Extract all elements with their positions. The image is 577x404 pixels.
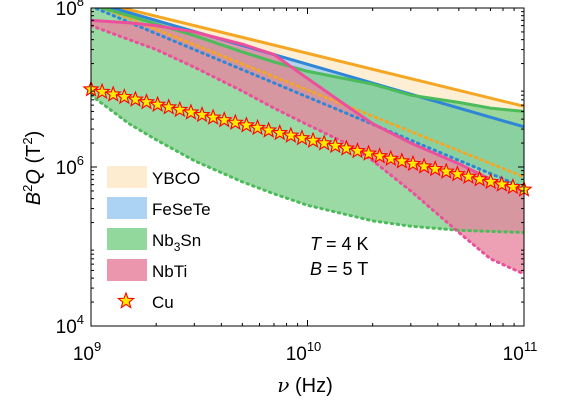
cu-star-marker (237, 116, 256, 133)
legend-label-nbti: NbTi (152, 262, 187, 281)
cu-star-marker (293, 129, 311, 146)
cu-star-marker (260, 121, 278, 138)
cu-star-marker (193, 105, 211, 123)
fesete-lower-line (91, 8, 524, 190)
cu-star-marker (470, 170, 489, 187)
legend-label-fesete: FeSeTe (152, 200, 211, 219)
cu-markers (82, 80, 533, 197)
cu-star-marker (271, 123, 289, 141)
cu-star-marker (104, 85, 122, 102)
y-tick-label: 106 (56, 153, 84, 179)
y-tick-label: 108 (56, 0, 84, 20)
nb3sn-lower-line (91, 93, 524, 235)
annotations: T = 4 K B = 5 T (310, 234, 369, 279)
nbti-band (91, 20, 524, 275)
x-axis-label: ν (Hz) (277, 373, 333, 397)
cu-star-marker (204, 108, 222, 125)
cu-star-marker (426, 159, 444, 177)
legend-swatch-nbti (107, 259, 147, 281)
y-axis-label: B2Q (T2) (20, 131, 45, 206)
cu-star-marker (337, 139, 355, 156)
cu-star-marker (382, 149, 400, 167)
legend-label-nb3sn: Nb3Sn (152, 231, 201, 254)
fesete-upper-line (107, 8, 524, 129)
nbti-lower-line (91, 24, 524, 276)
y-axis-power: 2 (20, 185, 35, 192)
legend: YBCO FeSeTe Nb3Sn NbTi Cu (107, 166, 211, 312)
legend-item-nbti: NbTi (107, 259, 187, 281)
legend-item-nb3sn: Nb3Sn (107, 228, 201, 254)
y-tick-label: 104 (56, 312, 84, 338)
ybco-upper-line (116, 8, 524, 108)
cu-star-marker (149, 95, 167, 113)
nbti-upper-line (91, 18, 524, 193)
annotation-b: B = 5 T (310, 259, 368, 279)
y-axis-unit-close: ) (23, 131, 45, 138)
x-axis-ticks: 109 1010 1011 (73, 8, 538, 365)
cu-star-marker (393, 152, 411, 169)
cu-star-marker (115, 87, 133, 105)
cu-star-marker (326, 136, 344, 154)
cu-star-marker (226, 113, 244, 131)
legend-swatch-nb3sn (107, 228, 147, 250)
cu-star-marker (93, 82, 111, 100)
y-axis-unit-open: (T (23, 145, 45, 164)
cu-star-marker (315, 134, 333, 151)
cu-star-marker (182, 103, 200, 120)
y-axis-unit-power: 2 (20, 137, 35, 144)
cu-star-marker (304, 131, 322, 149)
cu-star-marker (459, 167, 478, 185)
y-axis-var-q: Q (23, 169, 45, 185)
legend-item-ybco: YBCO (107, 166, 200, 188)
legend-star-icon (116, 291, 136, 309)
cu-star-marker (482, 172, 500, 190)
cu-star-marker (448, 165, 466, 182)
legend-label-cu: Cu (152, 293, 174, 312)
ybco-band (103, 8, 524, 177)
cu-star-marker (282, 126, 300, 143)
cu-star-marker (160, 98, 178, 115)
y-axis-var-b: B (23, 192, 45, 205)
annotation-t: T = 4 K (310, 234, 369, 254)
x-tick-label: 1010 (286, 339, 322, 365)
cu-star-marker (348, 141, 367, 159)
x-axis-symbol: ν (277, 373, 289, 397)
x-tick-label: 1011 (503, 339, 538, 365)
legend-swatch-fesete (107, 197, 147, 219)
cu-star-marker (215, 111, 233, 128)
cu-star-marker (248, 118, 267, 136)
cu-star-marker (171, 100, 189, 118)
cu-star-marker (493, 175, 511, 192)
cu-star-marker (404, 154, 422, 172)
cu-star-marker (504, 177, 522, 195)
x-axis-unit: (Hz) (295, 375, 333, 397)
legend-swatch-ybco (107, 166, 147, 188)
cu-star-marker (371, 147, 389, 164)
x-tick-label: 109 (73, 339, 101, 365)
cu-star-marker (359, 144, 378, 161)
series-lines (91, 8, 524, 276)
legend-label-ybco: YBCO (152, 169, 200, 188)
cu-star-marker (437, 162, 455, 179)
legend-item-cu: Cu (116, 291, 174, 312)
y-axis-ticks: 104 106 108 (56, 0, 524, 338)
cu-star-marker (137, 93, 156, 110)
cu-star-marker (126, 90, 145, 107)
legend-item-fesete: FeSeTe (107, 197, 211, 219)
cu-star-marker (415, 157, 433, 174)
ybco-lower-line (98, 8, 524, 179)
